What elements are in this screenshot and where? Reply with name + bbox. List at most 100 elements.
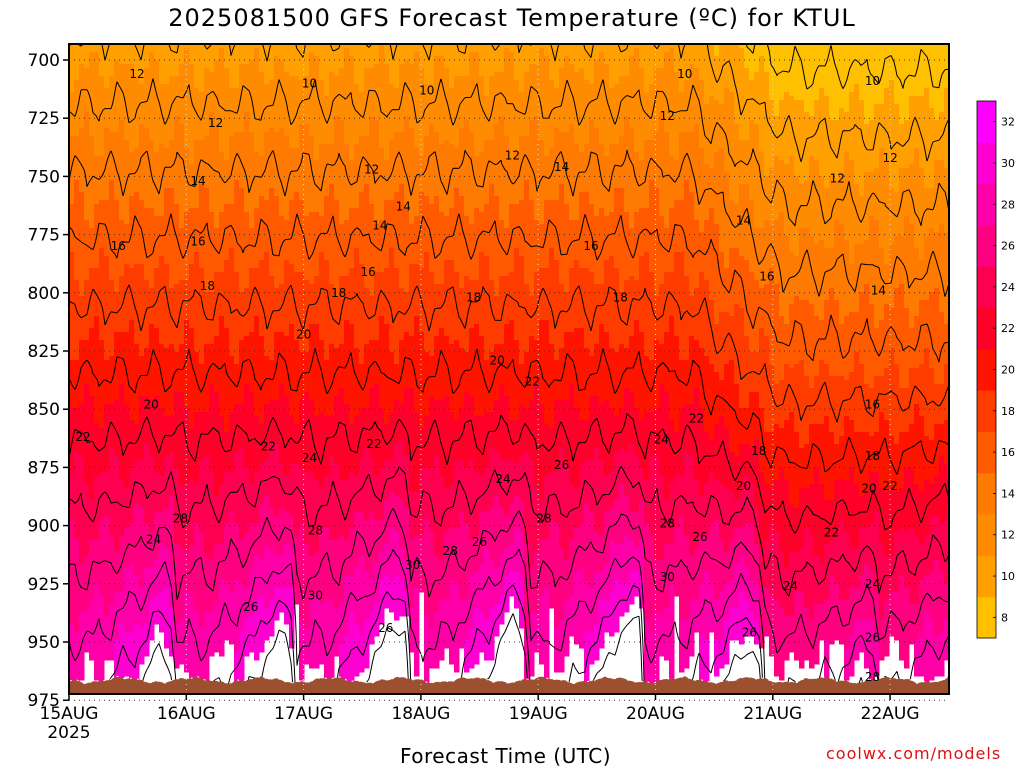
contour-label: 24	[654, 432, 669, 446]
contour-label: 18	[331, 286, 346, 300]
contour-label: 20	[296, 328, 311, 342]
contour-label: 28	[536, 512, 551, 526]
contour-label: 24	[146, 533, 161, 547]
contour-label: 12	[660, 109, 675, 123]
y-tick-label: 975	[28, 691, 60, 711]
contour-12	[69, 78, 949, 227]
credit-link[interactable]: coolwx.com/models	[826, 744, 1002, 763]
x-tick-label: 17AUG	[274, 704, 333, 724]
y-tick-label: 750	[28, 167, 60, 187]
temperature-field	[69, 44, 949, 693]
colorbar-swatch	[977, 307, 996, 350]
contour-label: 12	[830, 172, 845, 186]
contour-label: 22	[689, 412, 704, 426]
colorbar-swatch	[977, 101, 996, 143]
contour-28	[69, 548, 949, 694]
colorbar-swatch	[977, 390, 996, 432]
contour-label: 20	[861, 481, 876, 495]
contour-label: 20	[736, 479, 751, 493]
contour-label: 28	[308, 523, 323, 537]
contour-label: 30	[405, 558, 420, 572]
colorbar-swatch	[977, 596, 996, 639]
x-tick-label: 21AUG	[743, 704, 802, 724]
colorbar-label: 16	[1001, 446, 1015, 459]
contour-label: 20	[490, 353, 505, 367]
y-axis: 700 725 750 775 800 825 850 875 900 925 950 975	[28, 51, 69, 711]
x-tick-label: 20AUG	[626, 704, 685, 724]
contour-label: 22	[525, 374, 540, 388]
contour-18	[69, 284, 949, 423]
colorbar-label: 8	[1001, 611, 1008, 624]
contour-label: 16	[759, 270, 774, 284]
contour-label: 28	[660, 516, 675, 530]
contour-label: 12	[505, 148, 520, 162]
colorbar-swatch	[977, 555, 996, 598]
colorbar-label: 24	[1001, 281, 1015, 294]
ground-layer	[69, 675, 949, 694]
contour-label: 16	[865, 398, 880, 412]
contour-label: 28	[865, 670, 880, 684]
y-tick-label: 900	[28, 517, 60, 537]
contour-label: 26	[865, 630, 880, 644]
contour-label: 12	[364, 162, 379, 176]
chart-title: 2025081500 GFS Forecast Temperature (ºC)…	[168, 4, 856, 32]
colorbar-label: 28	[1001, 198, 1015, 211]
contour-label: 28	[443, 544, 458, 558]
y-tick-label: 700	[28, 51, 60, 71]
colorbar-label: 26	[1001, 240, 1015, 253]
colorbar-label: 22	[1001, 322, 1015, 335]
colorbar-swatch	[977, 266, 996, 309]
grid-lines	[68, 44, 949, 701]
colorbar-label: 10	[1001, 570, 1015, 583]
contour-label: 26	[742, 626, 757, 640]
contour-label: 26	[243, 600, 258, 614]
contour-24	[69, 466, 949, 597]
contour-label: 28	[173, 512, 188, 526]
y-tick-label: 875	[28, 458, 60, 478]
colorbar-label: 30	[1001, 157, 1015, 170]
y-tick-label: 825	[28, 342, 60, 362]
x-axis: 15AUG 16AUG 17AUG 18AUG 19AUG 20AUG 21AUG 22AUG…	[40, 694, 920, 743]
contour-label: 14	[396, 200, 411, 214]
contour-label: 18	[865, 449, 880, 463]
contour-8	[745, 44, 949, 90]
x-tick-label: 16AUG	[157, 704, 216, 724]
colorbar-label: 18	[1001, 405, 1015, 418]
plot-frame	[68, 43, 950, 695]
contour-label: 26	[378, 621, 393, 635]
contour-label: 22	[882, 479, 897, 493]
contour-label: 22	[261, 439, 276, 453]
y-tick-label: 850	[28, 400, 60, 420]
contour-label: 26	[554, 458, 569, 472]
x-tick-label: 19AUG	[509, 704, 568, 724]
y-tick-label: 775	[28, 226, 60, 246]
contour-label: 14	[736, 214, 751, 228]
contour-26	[69, 508, 949, 654]
contour-label: 10	[677, 67, 692, 81]
colorbar-label: 14	[1001, 487, 1015, 500]
contour-label: 12	[129, 67, 144, 81]
contour-label: 22	[75, 430, 90, 444]
contour-label: 14	[372, 218, 387, 232]
contour-label: 14	[554, 160, 569, 174]
contour-label: 14	[871, 283, 886, 297]
contour-20	[69, 348, 949, 475]
y-tick-label: 725	[28, 109, 60, 129]
contour-label: 30	[660, 570, 675, 584]
colorbar-swatch	[977, 431, 996, 474]
colorbar-swatch	[977, 183, 996, 226]
contour-label: 26	[692, 530, 707, 544]
contour-14	[69, 149, 949, 297]
x-year-label: 2025	[47, 723, 90, 743]
y-tick-label: 950	[28, 633, 60, 653]
contour-label: 10	[865, 74, 880, 88]
contour-label: 10	[302, 76, 317, 90]
contour-label: 16	[360, 265, 375, 279]
contour-label: 12	[882, 151, 897, 165]
contour-label: 24	[495, 472, 510, 486]
contour-label: 12	[208, 116, 223, 130]
contour-label: 22	[366, 437, 381, 451]
contour-label: 30	[308, 588, 323, 602]
contour-label: 26	[472, 535, 487, 549]
